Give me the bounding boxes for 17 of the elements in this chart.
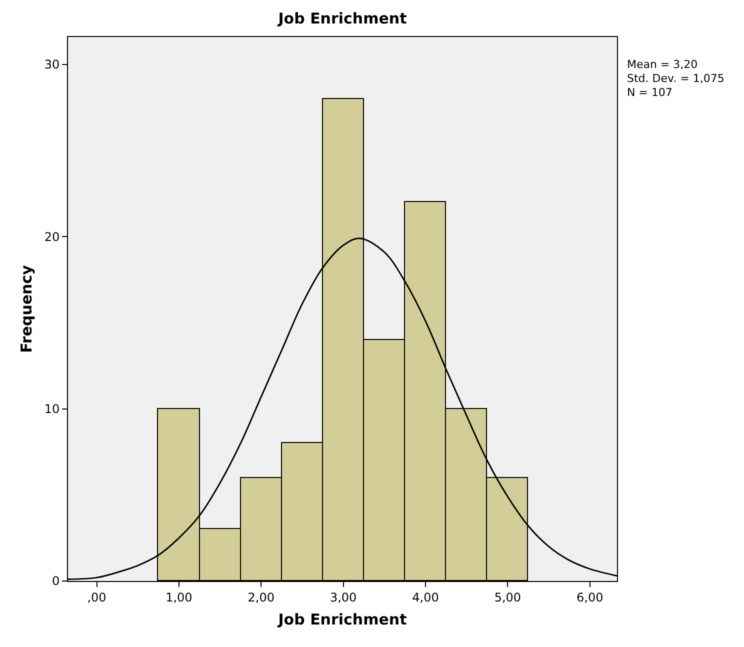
x-tick-label: 4,00 xyxy=(412,590,439,604)
x-tick-label: 3,00 xyxy=(330,590,357,604)
text: Mean = 3,20 xyxy=(627,58,698,71)
y-tick-label: 20 xyxy=(44,230,60,244)
y-axis-title: Frequency xyxy=(18,264,36,353)
y-tick-label: 0 xyxy=(52,574,60,588)
x-tick-label: ,00 xyxy=(87,590,106,604)
x-axis-title: Job Enrichment xyxy=(277,610,407,628)
x-tick-label: 1,00 xyxy=(166,590,192,604)
text: Std. Dev. = 1,075 xyxy=(627,72,724,85)
x-tick-label: 6,00 xyxy=(576,590,604,604)
y-tick-label: 10 xyxy=(44,402,60,416)
x-tick-label: 5,00 xyxy=(494,590,522,604)
text: N = 107 xyxy=(627,86,672,99)
x-tick-label: 2,00 xyxy=(248,590,274,604)
chart-title: Job Enrichment xyxy=(277,9,407,28)
y-tick-label: 30 xyxy=(44,58,60,72)
